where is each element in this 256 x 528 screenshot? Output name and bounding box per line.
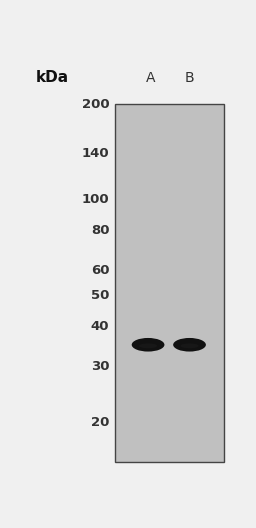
Text: kDa: kDa [35, 70, 68, 85]
Text: 20: 20 [91, 416, 109, 429]
FancyBboxPatch shape [115, 104, 225, 462]
Text: 30: 30 [91, 360, 109, 373]
Text: B: B [185, 71, 194, 84]
Text: 140: 140 [82, 147, 109, 160]
Text: 100: 100 [82, 193, 109, 206]
Text: A: A [145, 71, 155, 84]
Ellipse shape [132, 338, 164, 352]
Text: 50: 50 [91, 289, 109, 302]
Ellipse shape [180, 344, 199, 348]
Ellipse shape [173, 338, 206, 352]
Text: 80: 80 [91, 224, 109, 237]
Text: 60: 60 [91, 264, 109, 277]
Text: 200: 200 [82, 98, 109, 110]
Text: 40: 40 [91, 320, 109, 333]
Ellipse shape [139, 344, 157, 348]
